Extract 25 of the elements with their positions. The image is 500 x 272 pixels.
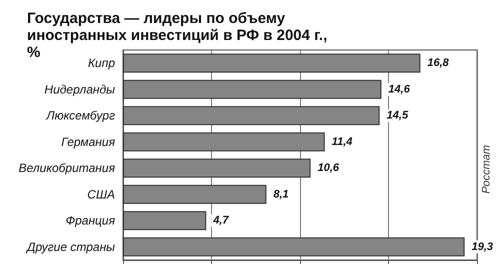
data-label: 14,5 xyxy=(386,110,409,122)
bar xyxy=(123,184,266,204)
data-label: 19,3 xyxy=(472,240,494,253)
data-label: 4,7 xyxy=(212,214,230,227)
bar xyxy=(123,132,325,152)
y-tick-label: Франция xyxy=(66,214,116,228)
y-tick-label: Германия xyxy=(61,134,116,149)
y-tick-label: Великобритания xyxy=(18,161,116,176)
y-tick-label: Нидерланды xyxy=(44,82,116,96)
bar xyxy=(123,54,420,73)
y-tick-label: Другие страны xyxy=(25,240,116,254)
y-tick-label: Люксембург xyxy=(45,108,116,123)
y-tick-label: Кипр xyxy=(88,56,116,70)
bar xyxy=(123,237,465,256)
bar xyxy=(123,158,311,178)
bar xyxy=(123,211,206,230)
text: Росстат xyxy=(480,145,492,194)
data-label: 11,4 xyxy=(332,136,352,148)
data-label: 14,6 xyxy=(388,83,411,96)
data-label: 8,1 xyxy=(273,188,289,200)
bar xyxy=(123,80,382,99)
data-label: 16,8 xyxy=(427,57,450,70)
bar xyxy=(123,106,380,126)
y-tick-label: США xyxy=(87,187,115,202)
data-label: 10,6 xyxy=(318,162,340,174)
